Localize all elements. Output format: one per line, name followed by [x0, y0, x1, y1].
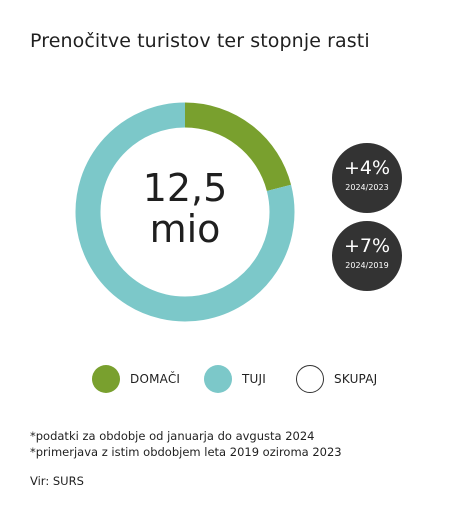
growth-badge-2024-2023: +4% 2024/2023 [332, 143, 402, 213]
legend-label-domaci: DOMAČI [130, 372, 181, 386]
legend-swatch-tuji [204, 365, 232, 393]
donut-slice-domaci [184, 102, 292, 192]
legend-label-tuji: TUJI [242, 372, 266, 386]
legend-item-skupaj: SKUPAJ [296, 364, 377, 394]
footnote-comparison: *primerjava z istim obdobjem leta 2019 o… [30, 445, 342, 459]
growth-badge-value: +7% [343, 235, 391, 257]
growth-badge-value: +4% [343, 157, 391, 179]
donut-slice-tuji [75, 102, 295, 322]
legend-item-domaci: DOMAČI [92, 364, 180, 394]
legend-swatch-skupaj [296, 365, 324, 393]
growth-badge-period: 2024/2023 [345, 183, 389, 192]
donut-slices [75, 102, 295, 322]
center-value: 12,5 [142, 166, 228, 210]
growth-badge-2024-2019: +7% 2024/2019 [332, 221, 402, 291]
legend-swatch-domaci [92, 365, 120, 393]
source-note: Vir: SURS [30, 474, 84, 488]
chart-legend: DOMAČI TUJI SKUPAJ [0, 364, 474, 394]
legend-label-skupaj: SKUPAJ [334, 372, 378, 386]
chart-title: Prenočitve turistov ter stopnje rasti [30, 30, 370, 52]
donut-center-label: 12,5 mio [92, 168, 278, 250]
center-unit: mio [149, 207, 221, 251]
legend-item-tuji: TUJI [204, 364, 266, 394]
footnote-period: *podatki za obdobje od januarja do avgus… [30, 429, 315, 443]
growth-badge-period: 2024/2019 [345, 261, 389, 270]
